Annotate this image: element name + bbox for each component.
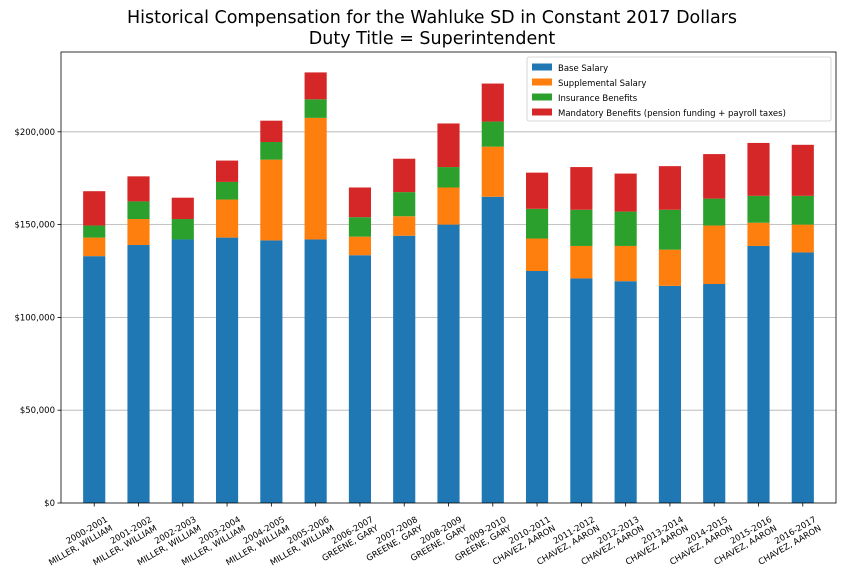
bar-segment — [481, 121, 504, 147]
bar-segment — [127, 219, 150, 246]
legend-entry: Base Salary — [558, 64, 608, 74]
bar-segment — [658, 166, 681, 210]
legend-entry: Insurance Benefits — [558, 94, 638, 104]
bar-segment — [747, 142, 770, 196]
bar-segment — [260, 142, 283, 160]
bar-segment — [703, 283, 726, 503]
bar-segment — [171, 197, 194, 220]
bar-segment — [348, 187, 371, 218]
bar-segment — [570, 278, 593, 503]
bar-segment — [481, 146, 504, 197]
bar-segment — [747, 222, 770, 246]
bar-segment — [614, 245, 637, 282]
bar-segment — [216, 199, 239, 238]
bar-segment — [260, 120, 283, 143]
legend-entry: Mandatory Benefits (pension funding + pa… — [558, 109, 786, 119]
legend-swatch — [532, 108, 552, 116]
bar-segment — [791, 224, 814, 253]
bar-segment — [570, 209, 593, 246]
legend-swatch — [532, 93, 552, 101]
bar-segment — [83, 191, 106, 226]
bar-segment — [304, 72, 327, 100]
bar-segment — [304, 239, 327, 503]
bar-segment — [437, 187, 460, 225]
bar-segment — [437, 167, 460, 188]
bar-segment — [526, 238, 549, 272]
bar-segment — [747, 245, 770, 504]
bar-segment — [437, 123, 460, 168]
bar-segment — [127, 176, 150, 202]
bar-segment — [83, 225, 106, 238]
y-tick-label: $100,000 — [14, 313, 55, 323]
bar-segment — [260, 240, 283, 503]
bar-segment — [791, 252, 814, 503]
legend-entry: Supplemental Salary — [558, 79, 646, 89]
y-tick-label: $50,000 — [20, 406, 55, 416]
bar-segment — [614, 211, 637, 246]
bar-segment — [747, 195, 770, 223]
bar-segment — [127, 245, 150, 503]
axes-frame — [60, 51, 837, 504]
bar-segment — [260, 159, 283, 241]
bar-segment — [127, 201, 150, 220]
bar-segment — [216, 181, 239, 200]
bar-segment — [526, 271, 549, 503]
bar-segment — [481, 83, 504, 122]
bar-segment — [304, 99, 327, 118]
bar-segment — [348, 217, 371, 237]
bar-segment — [393, 235, 416, 504]
bar-segment — [658, 249, 681, 286]
bar-segment — [216, 160, 239, 182]
bar-segment — [171, 219, 194, 240]
y-tick-label: $0 — [44, 499, 55, 509]
legend-swatch — [532, 78, 552, 86]
bar-segment — [791, 144, 814, 196]
bar-segment — [614, 281, 637, 503]
bar-segment — [614, 173, 637, 212]
bar-segment — [393, 216, 416, 236]
bar-segment — [526, 208, 549, 239]
bar-segment — [526, 172, 549, 209]
legend-swatch — [532, 63, 552, 71]
bar-segment — [393, 192, 416, 217]
bar-segment — [437, 224, 460, 504]
bar-segment — [216, 237, 239, 503]
bar-segment — [703, 154, 726, 199]
bar-segment — [703, 225, 726, 284]
bar-segment — [658, 285, 681, 503]
y-tick-label: $150,000 — [14, 221, 55, 231]
bar-segment — [658, 209, 681, 250]
bar-segment — [83, 256, 106, 503]
bar-segment — [481, 196, 504, 503]
chart-subtitle: Duty Title = Superintendent — [308, 29, 556, 49]
bar-segment — [703, 198, 726, 226]
y-tick-label: $200,000 — [14, 128, 55, 138]
bar-segment — [570, 167, 593, 210]
chart-title: Historical Compensation for the Wahluke … — [126, 8, 738, 28]
bar-segment — [393, 158, 416, 193]
legend — [526, 56, 832, 122]
bar-segment — [791, 195, 814, 225]
bar-segment — [304, 117, 327, 240]
bar-segment — [570, 245, 593, 279]
bar-segment — [83, 237, 106, 257]
bar-segment — [171, 239, 194, 503]
bar-segment — [348, 236, 371, 256]
bar-segment — [348, 255, 371, 503]
